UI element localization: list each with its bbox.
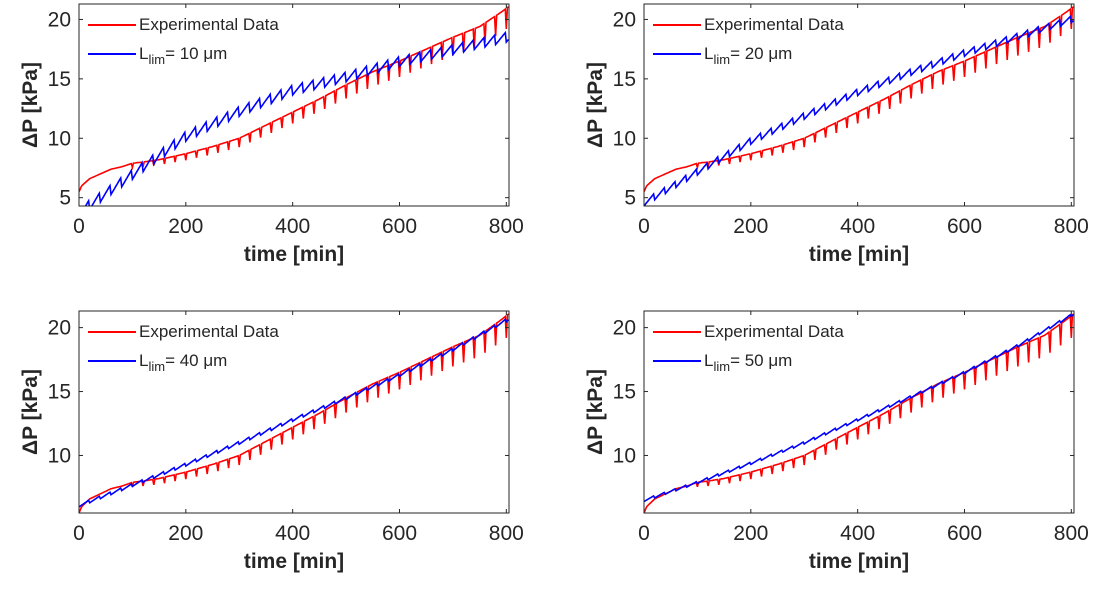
y-tick-label: 10 xyxy=(613,127,636,150)
axes-box xyxy=(78,3,510,207)
x-tick-label: 800 xyxy=(489,215,524,238)
y-tick-label: 5 xyxy=(59,187,71,210)
series-line-experimental xyxy=(79,313,509,513)
x-tick-label: 200 xyxy=(168,215,203,238)
x-axis-label: time [min] xyxy=(809,550,909,573)
x-tick-label: 600 xyxy=(947,522,982,545)
legend-label-experimental: Experimental Data xyxy=(139,15,279,34)
x-tick-label: 600 xyxy=(382,215,417,238)
chart-panel-3: 0 200 400 600 800 10 15 20 time [min] ΔP [kPa] Exp… xyxy=(19,310,524,573)
series-line-model xyxy=(644,313,1074,503)
y-tick-label: 20 xyxy=(48,8,71,31)
y-axis-label: ΔP [kPa] xyxy=(19,62,42,148)
y-tick-label: 15 xyxy=(613,68,636,91)
x-tick-label: 400 xyxy=(840,522,875,545)
y-tick-label: 20 xyxy=(48,317,71,340)
legend-label-experimental: Experimental Data xyxy=(704,15,844,34)
x-tick-label: 800 xyxy=(1054,215,1089,238)
x-tick-label: 800 xyxy=(489,522,524,545)
legend-label-model: Llim= 50 μm xyxy=(704,351,792,374)
x-tick-label: 200 xyxy=(733,522,768,545)
y-tick-label: 5 xyxy=(624,187,636,210)
x-tick-label: 0 xyxy=(73,522,85,545)
legend-label-model: Llim= 20 μm xyxy=(704,44,792,67)
axes-box xyxy=(643,310,1075,514)
series-line-model xyxy=(84,30,509,206)
x-axis-label: time [min] xyxy=(244,243,344,266)
x-tick-label: 200 xyxy=(733,215,768,238)
x-tick-label: 400 xyxy=(275,522,310,545)
x-tick-label: 0 xyxy=(73,215,85,238)
legend-label-experimental: Experimental Data xyxy=(139,322,279,341)
legend-label-model: Llim= 10 μm xyxy=(139,44,227,67)
legend-label-model: Llim= 40 μm xyxy=(139,351,227,374)
legend: Experimental Data Llim= 40 μm xyxy=(88,322,279,374)
chart-panel-4: 0 200 400 600 800 10 15 20 time [min] ΔP [kPa] Exp… xyxy=(584,310,1089,573)
x-axis-label: time [min] xyxy=(809,243,909,266)
x-tick-label: 600 xyxy=(947,215,982,238)
x-tick-label: 600 xyxy=(382,522,417,545)
x-axis-label: time [min] xyxy=(244,550,344,573)
axes-box xyxy=(643,3,1075,207)
legend: Experimental Data Llim= 10 μm xyxy=(88,15,279,67)
chart-panel-2: 0 200 400 600 800 5 10 15 20 time [min] ΔP [kPa] Ex… xyxy=(584,3,1089,266)
y-tick-label: 20 xyxy=(613,8,636,31)
series-line-experimental xyxy=(644,313,1074,513)
y-tick-label: 15 xyxy=(613,381,636,404)
chart-panel-1: 0 200 400 600 800 5 10 15 20 time [min] ΔP [kPa] Ex… xyxy=(19,3,524,266)
y-tick-label: 10 xyxy=(613,444,636,467)
y-axis-label: ΔP [kPa] xyxy=(584,62,607,148)
series-line-model xyxy=(644,15,1074,206)
y-axis-label: ΔP [kPa] xyxy=(19,369,42,455)
x-tick-label: 0 xyxy=(638,215,650,238)
series-line-experimental xyxy=(79,6,509,193)
legend: Experimental Data Llim= 50 μm xyxy=(653,322,844,374)
axes-box xyxy=(78,310,510,514)
legend-label-experimental: Experimental Data xyxy=(704,322,844,341)
y-axis-label: ΔP [kPa] xyxy=(584,369,607,455)
x-tick-label: 400 xyxy=(840,215,875,238)
series-line-model xyxy=(79,318,509,508)
series-line-experimental xyxy=(644,6,1074,193)
y-tick-label: 10 xyxy=(48,444,71,467)
x-tick-label: 800 xyxy=(1054,522,1089,545)
y-tick-label: 10 xyxy=(48,127,71,150)
x-tick-label: 400 xyxy=(275,215,310,238)
y-tick-label: 15 xyxy=(48,381,71,404)
x-tick-label: 0 xyxy=(638,522,650,545)
x-tick-label: 200 xyxy=(168,522,203,545)
y-tick-label: 15 xyxy=(48,68,71,91)
y-tick-label: 20 xyxy=(613,317,636,340)
legend: Experimental Data Llim= 20 μm xyxy=(653,15,844,67)
